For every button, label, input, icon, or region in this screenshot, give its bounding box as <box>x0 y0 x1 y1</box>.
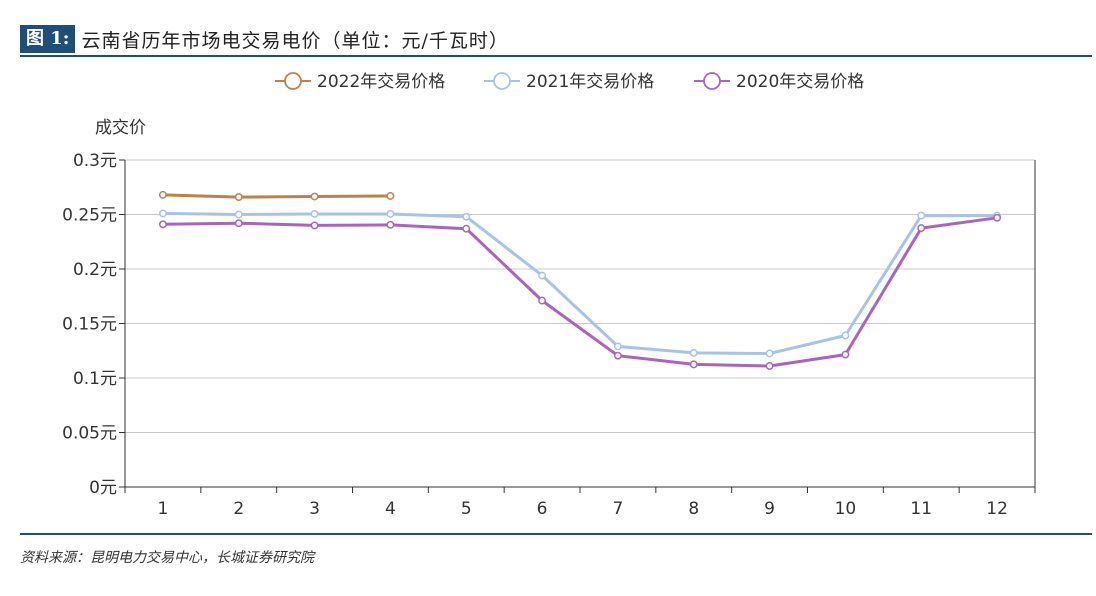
x-tick-label: 5 <box>461 499 472 519</box>
y-axis-label: 成交价 <box>95 118 146 138</box>
data-point <box>158 220 167 229</box>
data-point <box>765 349 774 358</box>
data-point <box>841 350 850 359</box>
data-point <box>234 193 243 202</box>
data-point <box>310 210 319 218</box>
data-point <box>689 360 698 369</box>
x-tick-label: 9 <box>764 499 775 519</box>
line-chart: 2022年交易价格 2021年交易价格 2020年交易价格 成交价 0元 0.05元 0… <box>62 72 1036 519</box>
x-tick-label: 12 <box>986 499 1008 519</box>
x-tick-label: 8 <box>688 499 699 519</box>
data-point <box>462 212 471 221</box>
y-tick-label: 0元 <box>89 478 117 498</box>
data-point <box>689 348 698 357</box>
legend-swatch-marker <box>284 72 302 90</box>
x-tick-label: 4 <box>385 499 396 519</box>
legend-label: 2021年交易价格 <box>526 72 654 92</box>
legend-swatch-marker <box>703 72 721 90</box>
y-tick-label: 0.15元 <box>62 315 117 335</box>
data-point <box>765 362 774 370</box>
series-1 <box>158 209 1002 358</box>
series-line <box>162 216 998 368</box>
series-2 <box>158 213 1002 370</box>
y-tick-label: 0.2元 <box>73 260 117 280</box>
figure-label: 图 1: <box>20 25 76 53</box>
y-tick-label: 0.25元 <box>62 206 117 226</box>
data-point <box>841 331 850 340</box>
data-point <box>310 192 319 201</box>
data-point <box>386 192 395 200</box>
y-tick-label: 0.3元 <box>73 151 117 171</box>
x-tick-label: 11 <box>910 499 932 519</box>
gridlines <box>125 159 1035 433</box>
x-tick-label: 2 <box>233 499 244 519</box>
data-point <box>462 224 471 233</box>
x-tick-label: 1 <box>158 499 169 519</box>
data-point <box>386 210 395 218</box>
source-note: 资料来源：昆明电力交易中心，长城证券研究院 <box>20 550 314 566</box>
legend: 2022年交易价格 2021年交易价格 2020年交易价格 <box>275 72 864 92</box>
x-tick-label: 6 <box>537 499 548 519</box>
legend-item: 2022年交易价格 <box>275 72 445 92</box>
data-point <box>158 209 167 218</box>
header-rule <box>20 55 1092 57</box>
figure-header: 图 1: 云南省历年市场电交易电价（单位：元/千瓦时） <box>20 25 509 53</box>
y-tick-label: 0.1元 <box>73 369 117 389</box>
x-tick-label: 10 <box>835 499 857 519</box>
series-0 <box>158 190 395 202</box>
figure-title: 云南省历年市场电交易电价（单位：元/千瓦时） <box>81 29 509 52</box>
legend-label: 2020年交易价格 <box>736 72 864 92</box>
data-point <box>993 213 1002 222</box>
legend-swatch-marker <box>493 72 511 90</box>
data-point <box>158 190 167 199</box>
x-tick-label: 7 <box>613 499 624 519</box>
legend-item: 2020年交易价格 <box>694 72 864 92</box>
footer-rule <box>20 533 1092 535</box>
x-tick-label: 3 <box>309 499 320 519</box>
y-tick-label: 0.05元 <box>62 424 117 444</box>
data-point <box>234 219 243 228</box>
legend-label: 2022年交易价格 <box>317 72 445 92</box>
data-point <box>538 271 547 280</box>
data-point <box>310 221 319 230</box>
data-point <box>917 211 926 220</box>
legend-item: 2021年交易价格 <box>484 72 654 92</box>
series-line <box>162 211 998 355</box>
data-point <box>613 351 622 360</box>
data-point <box>613 342 622 351</box>
data-point <box>538 296 547 305</box>
data-point <box>917 224 926 233</box>
series-line <box>162 193 391 199</box>
data-point <box>386 220 395 229</box>
series-lines <box>158 190 1002 370</box>
data-point <box>234 210 243 219</box>
